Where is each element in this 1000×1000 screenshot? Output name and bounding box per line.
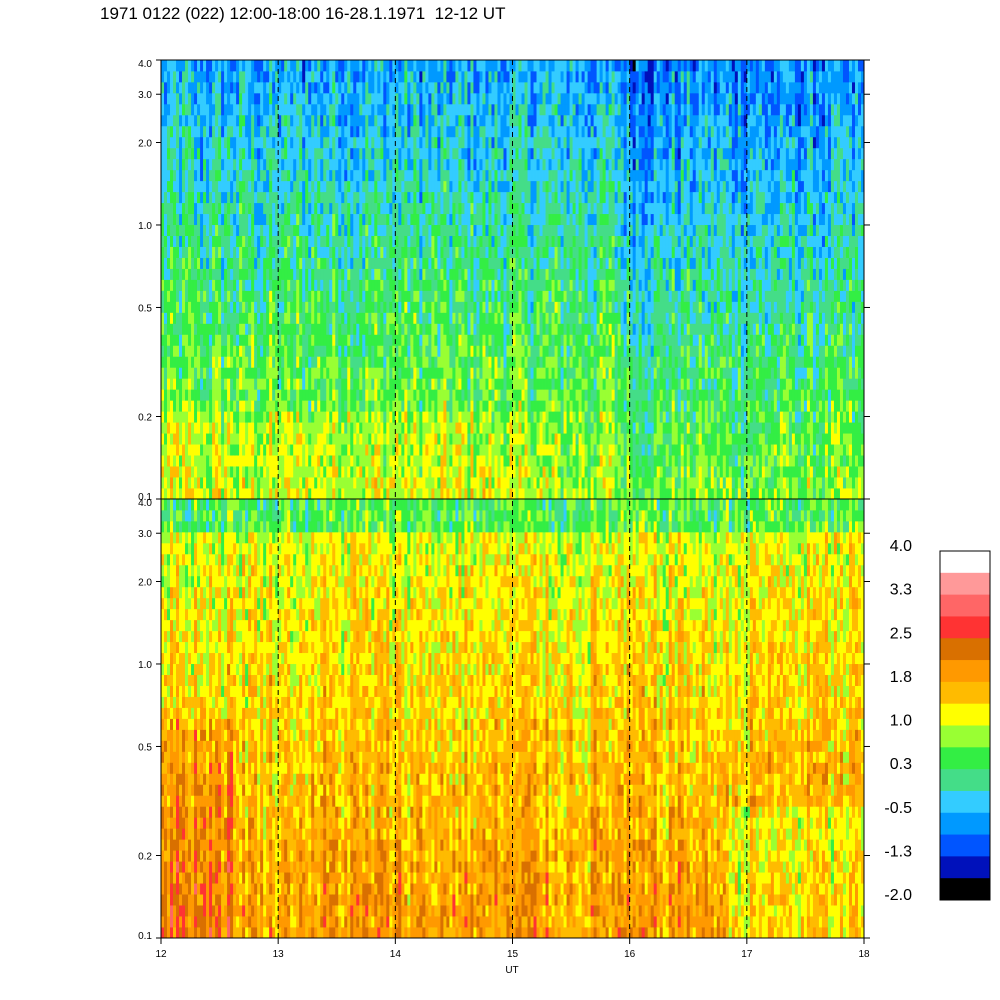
y-tick-label: 0.2 <box>138 852 152 863</box>
x-tick-label: 14 <box>390 949 402 960</box>
colorbar-label: -1.3 <box>884 843 912 860</box>
y-tick-label: 2.0 <box>138 577 152 588</box>
bottom-spectrogram-panel <box>161 499 864 938</box>
hour-markers <box>277 60 748 938</box>
colorbar-labels: 4.0 3.3 2.5 1.8 1.0 0.3 -0.5 -1.3 -2.0 <box>884 538 912 904</box>
colorbar-swatch <box>940 660 990 683</box>
x-tick-label: 17 <box>741 949 753 960</box>
colorbar-swatch <box>940 812 990 836</box>
colorbar <box>939 550 991 901</box>
top-spectrogram-panel <box>161 60 864 499</box>
colorbar-label: 2.5 <box>890 625 912 642</box>
x-tick-label: 12 <box>155 949 167 960</box>
colorbar-swatch <box>940 747 990 770</box>
colorbar-swatch <box>940 856 990 879</box>
colorbar-swatch <box>940 725 990 748</box>
colorbar-swatch <box>940 638 990 661</box>
x-tick-label: 13 <box>273 949 285 960</box>
x-axis-label: UT <box>505 965 518 976</box>
y-tick-label: 3.0 <box>138 529 152 540</box>
chart-title: 1971 0122 (022) 12:00-18:00 16-28.1.1971… <box>100 4 506 23</box>
colorbar-label: 1.8 <box>890 669 912 686</box>
y-tick-label: 0.2 <box>138 413 152 424</box>
y-tick-label: 0.5 <box>138 303 152 314</box>
y-tick-label: 0.1 <box>138 492 152 503</box>
colorbar-frame <box>939 550 991 901</box>
x-tick-label: 15 <box>507 949 519 960</box>
colorbar-swatch <box>940 594 990 617</box>
colorbar-swatch <box>940 551 990 574</box>
colorbar-label: 0.3 <box>890 756 912 773</box>
colorbar-swatch <box>940 769 990 792</box>
y-tick-label: 3.0 <box>138 90 152 101</box>
colorbar-label: -2.0 <box>884 887 912 904</box>
colorbar-label: -0.5 <box>884 800 912 817</box>
y-tick-label: 4.0 <box>138 59 152 70</box>
colorbar-swatch <box>940 834 990 857</box>
x-tick-label: 18 <box>858 949 870 960</box>
colorbar-label: 3.3 <box>890 582 912 599</box>
colorbar-swatch <box>940 572 990 596</box>
colorbar-swatch <box>940 681 990 705</box>
y-tick-label: 1.0 <box>138 660 152 671</box>
y-tick-label: 2.0 <box>138 138 152 149</box>
y-axis-ticks: 0.10.20.51.02.03.04.00.10.20.51.02.03.04… <box>138 59 870 942</box>
y-tick-label: 1.0 <box>138 221 152 232</box>
x-tick-label: 16 <box>624 949 636 960</box>
colorbar-swatch <box>940 616 990 639</box>
x-axis-ticks: 12 13 14 15 16 17 18 <box>155 938 870 960</box>
colorbar-swatch <box>940 790 990 814</box>
y-tick-label: 0.5 <box>138 742 152 753</box>
colorbar-swatch <box>940 878 990 901</box>
colorbar-swatch <box>940 703 990 726</box>
colorbar-label: 4.0 <box>890 538 912 555</box>
colorbar-label: 1.0 <box>890 713 912 730</box>
y-tick-label: 0.1 <box>138 931 152 942</box>
y-tick-label: 4.0 <box>138 498 152 509</box>
